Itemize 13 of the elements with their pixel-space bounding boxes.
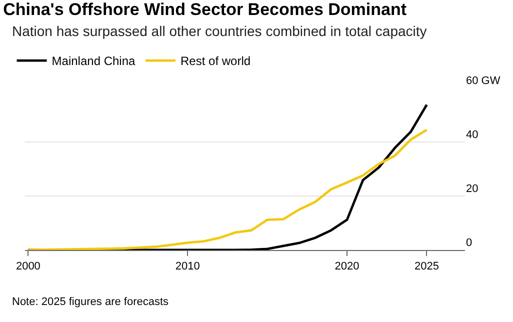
legend-label: Rest of world bbox=[180, 54, 251, 68]
chart-title: China's Offshore Wind Sector Becomes Dominant bbox=[3, 0, 407, 20]
x-tick-label: 2025 bbox=[414, 260, 439, 272]
y-tick-label: 40 bbox=[466, 129, 478, 142]
x-tick-label: 2010 bbox=[175, 260, 200, 272]
text: Note: 2025 figures are forecasts bbox=[12, 296, 170, 308]
y-tick-label: 0 bbox=[466, 237, 472, 250]
chart-subtitle: Nation has surpassed all other countries combined in total capacity bbox=[12, 23, 427, 39]
legend-label: Mainland China bbox=[52, 54, 136, 68]
y-tick-label: 60 GW bbox=[466, 75, 501, 88]
x-tick-label: 2020 bbox=[334, 260, 360, 272]
y-tick-label: 20 bbox=[466, 183, 478, 196]
x-tick-label: 2000 bbox=[16, 260, 40, 272]
